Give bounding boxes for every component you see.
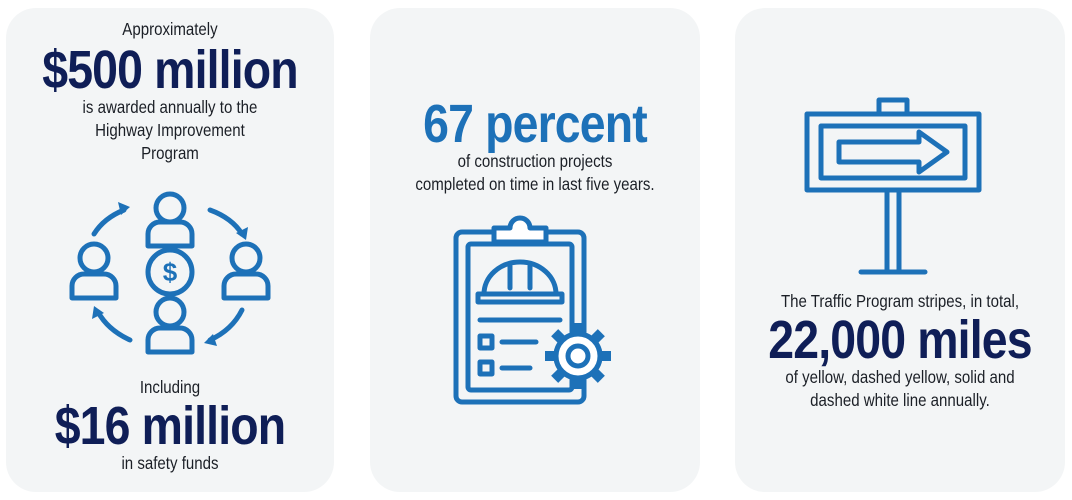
including-label: Including	[139, 377, 201, 397]
funding-line-3: Program	[141, 143, 199, 163]
safety-text: in safety funds	[121, 453, 219, 473]
traffic-card: The Traffic Program stripes, in total, 2…	[735, 8, 1065, 492]
svg-text:$: $	[163, 257, 178, 287]
funding-line-1: is awarded annually to the	[82, 97, 258, 117]
traffic-line-3: dashed white line annually.	[810, 390, 990, 410]
funding-card: Approximately $500 million is awarded an…	[6, 8, 334, 492]
construction-card: 67 percent of construction projects comp…	[370, 8, 700, 492]
direction-sign-icon	[804, 97, 982, 275]
funding-amount: $500 million	[42, 40, 298, 100]
traffic-line-1: The Traffic Program stripes, in total,	[780, 291, 1020, 311]
traffic-stat: 22,000 miles	[768, 310, 1032, 370]
safety-amount: $16 million	[54, 396, 286, 456]
money-people-cycle-icon: $	[69, 191, 271, 355]
traffic-line-2: of yellow, dashed yellow, solid and	[785, 367, 1015, 387]
clipboard-hardhat-gear-icon	[453, 215, 611, 405]
construction-line-1: of construction projects	[457, 151, 613, 171]
construction-line-2: completed on time in last five years.	[415, 174, 655, 194]
construction-stat: 67 percent	[423, 94, 648, 154]
funding-line-2: Highway Improvement	[95, 120, 245, 140]
funding-intro: Approximately	[122, 19, 218, 39]
